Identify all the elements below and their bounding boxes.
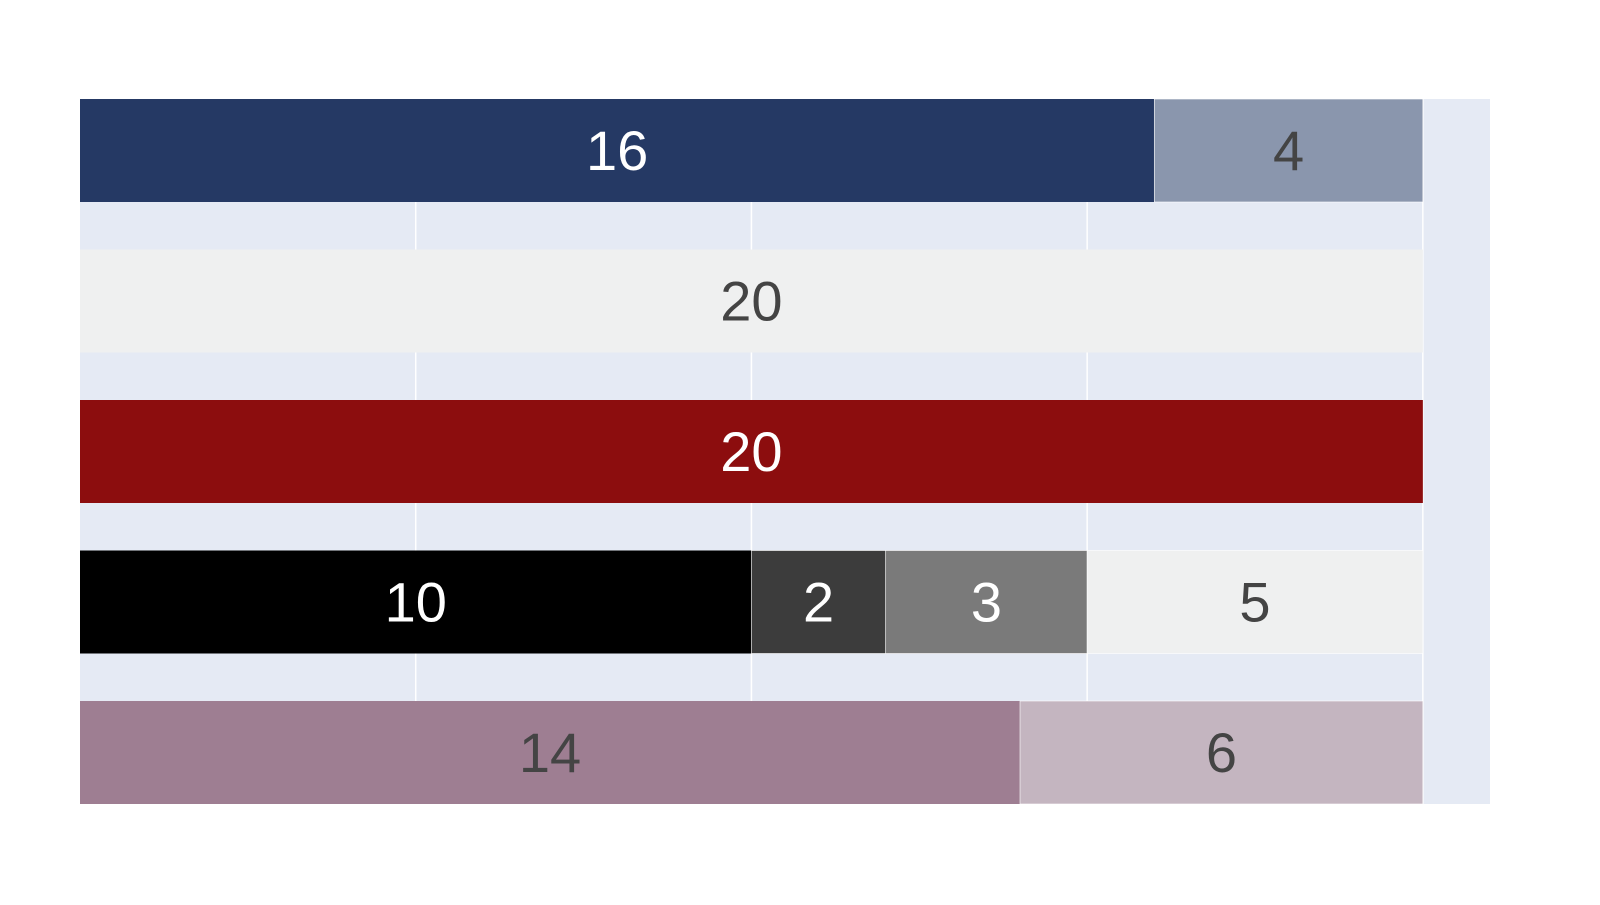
data-label: 2 [803, 571, 834, 634]
data-label: 14 [519, 721, 581, 784]
data-label: 16 [586, 119, 648, 182]
bar-segment [80, 701, 1020, 804]
bar-segment [80, 249, 1423, 353]
data-label: 6 [1206, 721, 1237, 784]
bar-segment [751, 550, 887, 654]
data-label: 4 [1273, 119, 1304, 182]
data-label: 20 [720, 420, 782, 483]
data-label: 10 [385, 571, 447, 634]
bar-segment [80, 550, 752, 654]
bar-segment [1153, 98, 1424, 203]
data-label: 5 [1239, 571, 1270, 634]
data-label: 3 [971, 571, 1002, 634]
bars [80, 98, 1424, 805]
bar-segment [885, 550, 1088, 654]
bar-segment [80, 400, 1423, 503]
bar-segment [1019, 700, 1424, 805]
bar-segment [1086, 550, 1424, 654]
bar-segment [80, 99, 1155, 202]
data-labels: 16 4 20 20 10 2 3 5 14 6 [385, 119, 1305, 784]
data-label: 20 [720, 270, 782, 333]
